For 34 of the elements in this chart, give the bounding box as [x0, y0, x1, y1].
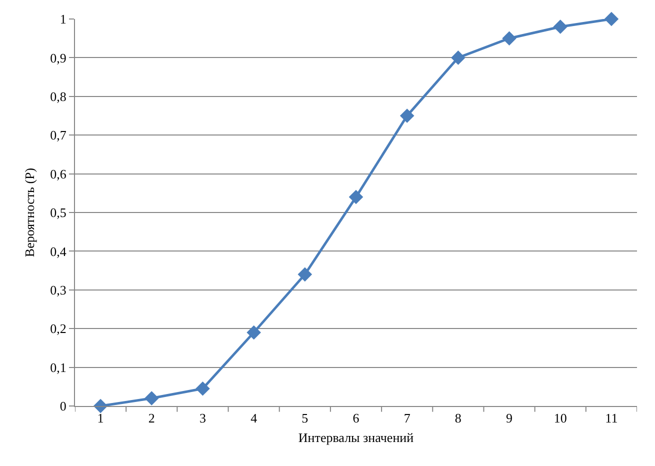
x-tick-label: 8 — [454, 410, 462, 426]
y-tick-label: 0,9 — [50, 50, 66, 66]
x-tick-label: 7 — [404, 410, 411, 426]
y-tick-label: 0,1 — [50, 360, 66, 375]
x-tick-label: 5 — [302, 410, 308, 426]
point — [246, 325, 261, 340]
y-tick-label: 0,3 — [50, 282, 66, 298]
point — [502, 31, 516, 46]
y-tick-label: 0,6 — [50, 166, 67, 182]
x-tick-label: 2 — [148, 410, 155, 426]
x-tick-label: 10 — [554, 410, 567, 426]
point — [298, 267, 312, 282]
y-tick-label: 1 — [60, 12, 66, 27]
y-tick-label: 0,4 — [50, 244, 67, 259]
x-tick-label: 3 — [199, 410, 206, 426]
point — [196, 381, 210, 396]
x-tick-label: 11 — [605, 410, 618, 426]
x-axis-title: Интервалы значений — [298, 430, 414, 446]
point — [348, 190, 364, 204]
x-tick-label: 9 — [506, 410, 513, 426]
point — [144, 391, 159, 406]
y-tick-label: 0,2 — [50, 321, 66, 336]
point — [604, 12, 619, 26]
point — [553, 20, 568, 34]
point — [451, 50, 466, 65]
x-tick-label: 6 — [352, 410, 360, 426]
x-tick-label: 1 — [97, 410, 104, 426]
y-axis-title: Вероятность (P) — [22, 168, 38, 258]
y-tick-label: 0,5 — [50, 205, 66, 220]
y-tick-label: 0,8 — [50, 88, 66, 104]
y-tick-label: 0,7 — [50, 128, 67, 143]
x-tick-label: 4 — [250, 410, 258, 426]
point — [400, 108, 414, 123]
y-tick-label: 0 — [60, 398, 66, 414]
